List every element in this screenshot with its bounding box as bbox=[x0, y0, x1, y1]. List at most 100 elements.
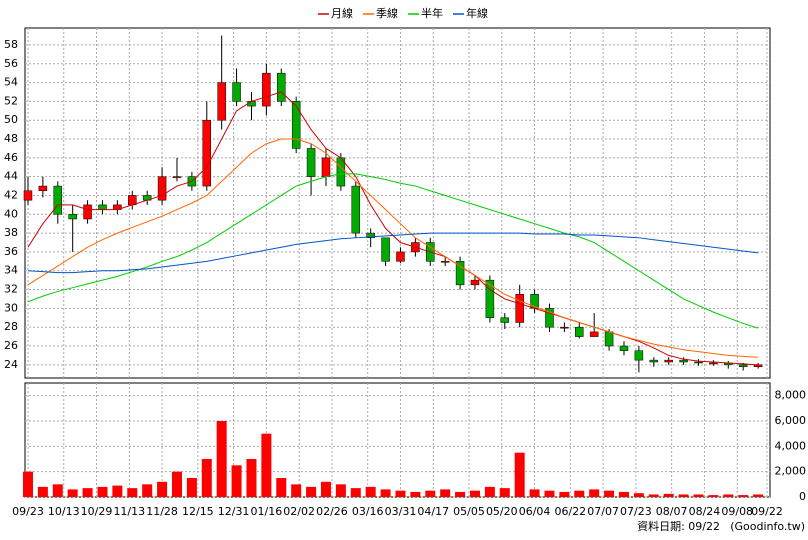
y-tick-label: 34 bbox=[4, 264, 18, 277]
x-tick-label: 12/31 bbox=[218, 505, 250, 518]
x-tick-label: 05/05 bbox=[453, 505, 485, 518]
y-tick-label: 58 bbox=[4, 38, 18, 51]
y-tick-label: 48 bbox=[4, 132, 18, 145]
candle-body bbox=[262, 72, 271, 107]
x-tick-label: 11/28 bbox=[146, 505, 178, 518]
x-tick-label: 07/23 bbox=[620, 505, 652, 518]
y-tick-label: 46 bbox=[4, 151, 18, 164]
y-tick-label: 56 bbox=[4, 57, 18, 70]
x-tick-label: 03/16 bbox=[352, 505, 384, 518]
volume-bar bbox=[142, 484, 153, 497]
candle-body bbox=[649, 359, 659, 363]
x-tick-label: 01/16 bbox=[251, 505, 283, 518]
y-tick-label: 40 bbox=[4, 207, 18, 220]
x-tick-label: 08/24 bbox=[689, 505, 721, 518]
candle-body bbox=[202, 119, 212, 187]
candle-body bbox=[485, 279, 495, 319]
volume-bar bbox=[37, 486, 48, 497]
x-tick-label: 07/07 bbox=[587, 505, 619, 518]
candle-body bbox=[351, 185, 361, 234]
volume-bar bbox=[67, 489, 78, 497]
volume-bar bbox=[574, 490, 585, 497]
y-tick-label: 28 bbox=[4, 320, 18, 333]
legend-label: 年線 bbox=[466, 6, 488, 20]
volume-bar bbox=[365, 486, 376, 497]
candle-body bbox=[440, 261, 450, 263]
x-tick-label: 09/22 bbox=[751, 505, 783, 518]
volume-bar bbox=[82, 488, 93, 497]
volume-bar bbox=[112, 485, 123, 497]
x-tick-label: 06/04 bbox=[519, 505, 551, 518]
y2-tick-label: 4,000 bbox=[775, 439, 807, 452]
volume-bar bbox=[455, 491, 466, 497]
volume-bar bbox=[320, 481, 331, 497]
x-tick-label: 04/17 bbox=[417, 505, 449, 518]
volume-bar bbox=[499, 488, 510, 497]
ma-line bbox=[27, 232, 759, 274]
candle-body bbox=[128, 195, 137, 206]
legend-label: 月線 bbox=[331, 6, 353, 20]
volume-bar bbox=[380, 489, 391, 497]
volume-bar bbox=[350, 488, 361, 497]
volume-bar bbox=[395, 490, 406, 497]
volume-bar bbox=[514, 452, 525, 497]
footer: 資料日期: 09/22 bbox=[637, 519, 720, 533]
x-tick-label: 09/08 bbox=[721, 505, 753, 518]
x-tick-label: 02/02 bbox=[283, 505, 315, 518]
candle-body bbox=[664, 359, 673, 363]
candle-body bbox=[172, 176, 182, 178]
volume-bar bbox=[618, 491, 629, 497]
candle-body bbox=[500, 317, 510, 323]
volume-bar bbox=[693, 494, 704, 497]
y-tick-label: 24 bbox=[4, 358, 18, 371]
candle-body bbox=[98, 204, 107, 210]
volume-bar bbox=[484, 486, 495, 497]
y-tick-label: 36 bbox=[4, 245, 18, 258]
candle-body bbox=[560, 326, 569, 329]
candle-body bbox=[575, 326, 584, 337]
candle-body bbox=[589, 331, 599, 337]
volume-bar bbox=[559, 491, 570, 497]
candle-body bbox=[396, 251, 405, 262]
candle-body bbox=[515, 294, 524, 323]
source: (Goodinfo.tw) bbox=[730, 520, 805, 533]
volume-bar bbox=[633, 493, 644, 497]
y-tick-label: 50 bbox=[4, 113, 18, 126]
volume-bar bbox=[201, 459, 212, 497]
volume-bar bbox=[544, 490, 555, 497]
y-tick-label: 42 bbox=[4, 188, 18, 201]
candle-body bbox=[709, 362, 718, 365]
candle-body bbox=[545, 308, 554, 328]
candle-body bbox=[291, 101, 301, 149]
candle-body bbox=[277, 72, 286, 102]
x-tick-label: 10/29 bbox=[81, 505, 113, 518]
volume-bar bbox=[22, 471, 33, 497]
x-tick-label: 09/23 bbox=[12, 505, 44, 518]
volume-bar bbox=[708, 495, 719, 497]
candle-body bbox=[68, 214, 77, 220]
x-tick-label: 12/15 bbox=[182, 505, 214, 518]
x-tick-label: 11/13 bbox=[113, 505, 145, 518]
volume-bar bbox=[291, 484, 302, 497]
volume-bar bbox=[186, 478, 197, 497]
y-tick-label: 52 bbox=[4, 94, 18, 107]
volume-bar bbox=[231, 465, 242, 497]
volume-bar bbox=[425, 490, 436, 497]
volume-bar bbox=[723, 494, 734, 497]
volume-bar bbox=[246, 459, 257, 497]
volume-bar bbox=[171, 471, 182, 497]
volume-bar bbox=[261, 433, 272, 497]
y2-tick-label: 6,000 bbox=[775, 414, 807, 427]
candle-body bbox=[306, 148, 316, 177]
volume-bar bbox=[469, 490, 480, 497]
y2-tick-label: 0 bbox=[799, 490, 806, 503]
x-tick-label: 02/26 bbox=[316, 505, 348, 518]
candle-body bbox=[738, 364, 748, 367]
volume-panel bbox=[24, 382, 771, 498]
y-tick-label: 38 bbox=[4, 226, 18, 239]
y-tick-label: 54 bbox=[4, 76, 18, 89]
volume-bar bbox=[529, 489, 540, 497]
volume-bar bbox=[157, 481, 168, 497]
x-tick-label: 10/13 bbox=[48, 505, 80, 518]
